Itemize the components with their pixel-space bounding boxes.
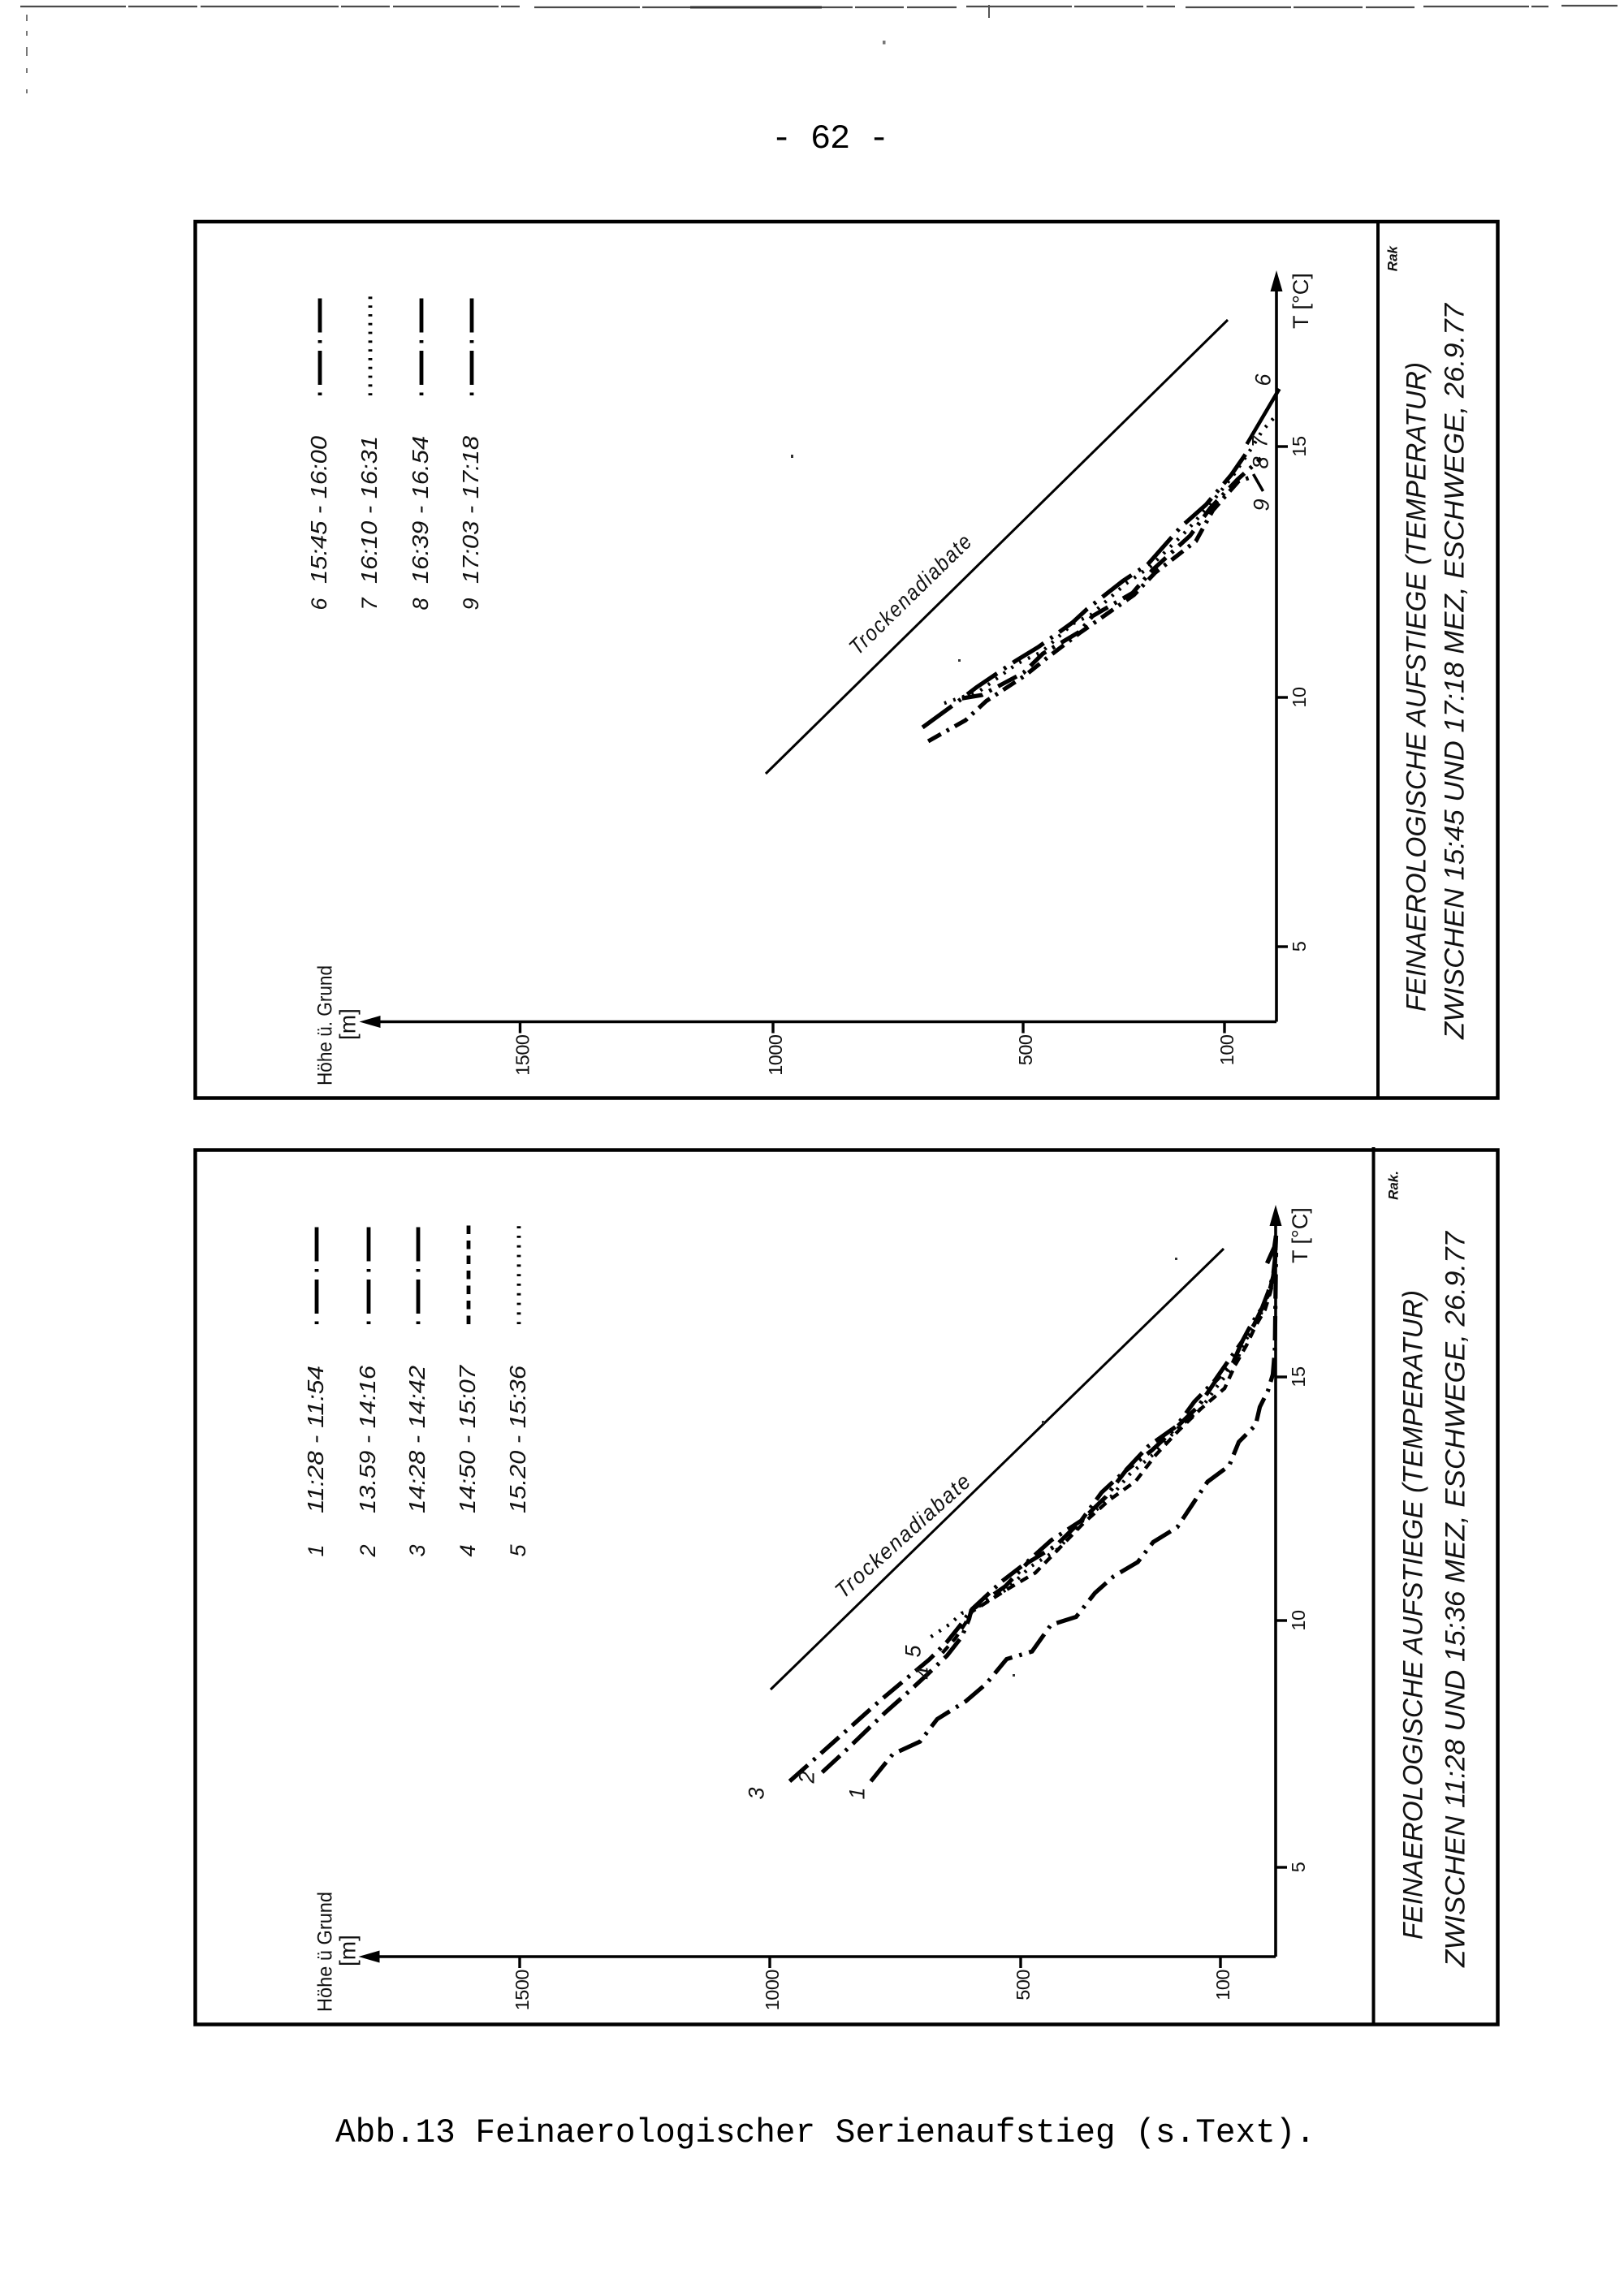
svg-text:16:39 - 16.54: 16:39 - 16.54 (408, 436, 433, 584)
svg-text:3: 3 (405, 1544, 430, 1556)
svg-text:14:28 - 14:42: 14:28 - 14:42 (404, 1366, 430, 1513)
svg-text:11:28 - 11:54: 11:28 - 11:54 (303, 1366, 328, 1513)
svg-text:15.20 - 15:36: 15.20 - 15:36 (505, 1366, 530, 1513)
svg-text:15: 15 (1289, 436, 1310, 457)
svg-text:Höhe ü. Grund: Höhe ü. Grund (314, 965, 337, 1085)
svg-text:13.59 - 14:16: 13.59 - 14:16 (355, 1366, 380, 1513)
svg-text:T [°C]: T [°C] (1288, 1207, 1312, 1263)
svg-text:100: 100 (1212, 1970, 1233, 2000)
svg-text:1500: 1500 (512, 1034, 533, 1076)
svg-text:15: 15 (1288, 1366, 1309, 1388)
svg-text:[m]: [m] (335, 1935, 361, 1966)
svg-text:FEINAEROLOGISCHE AUFSTIEGE (: FEINAEROLOGISCHE AUFSTIEGE (TEMPERATUR) (1398, 1290, 1429, 1940)
svg-text:4: 4 (912, 1667, 936, 1679)
svg-text:5: 5 (1288, 1862, 1309, 1872)
svg-text:- 62 -: - 62 - (771, 119, 888, 158)
svg-text:500: 500 (1013, 1970, 1034, 2000)
svg-text:Abb.13 Feinaerologischer Seri: Abb.13 Feinaerologischer Serienaufstieg … (335, 2113, 1315, 2152)
svg-text:8: 8 (408, 598, 433, 610)
svg-text:8: 8 (1249, 456, 1273, 468)
svg-text:7: 7 (357, 598, 382, 611)
svg-text:Rak: Rak (1385, 244, 1401, 271)
svg-text:Trockenadiabate: Trockenadiabate (844, 529, 978, 659)
svg-text:2: 2 (356, 1544, 380, 1557)
svg-text:17:03 - 17:18: 17:03 - 17:18 (458, 436, 483, 584)
svg-text:6: 6 (1251, 373, 1276, 386)
svg-text:10: 10 (1288, 1610, 1309, 1631)
svg-text:1000: 1000 (762, 1970, 783, 2011)
svg-text:T [°C]: T [°C] (1289, 273, 1313, 329)
svg-text:14:50 - 15:07: 14:50 - 15:07 (455, 1364, 480, 1513)
svg-text:16:10 - 16:31: 16:10 - 16:31 (356, 436, 382, 584)
svg-text:6: 6 (307, 598, 331, 611)
svg-text:100: 100 (1216, 1034, 1237, 1065)
svg-text:1: 1 (845, 1787, 870, 1799)
svg-text:[m]: [m] (335, 1008, 361, 1040)
svg-text:Höhe ü Grund: Höhe ü Grund (314, 1892, 337, 2012)
svg-text:10: 10 (1289, 687, 1310, 708)
svg-text:FEINAEROLOGISCHE AUFSTIEGE (: FEINAEROLOGISCHE AUFSTIEGE (TEMPERATUR) (1402, 362, 1432, 1012)
svg-text:Trockenadiabate: Trockenadiabate (830, 1468, 976, 1603)
svg-text:5: 5 (901, 1645, 926, 1658)
svg-text:Rak.: Rak. (1386, 1171, 1402, 1200)
svg-text:2: 2 (795, 1771, 819, 1784)
svg-text:1000: 1000 (765, 1034, 786, 1076)
svg-text:9: 9 (459, 598, 483, 610)
svg-text:ZWISCHEN 11:28 UND 15:36 MEZ,: ZWISCHEN 11:28 UND 15:36 MEZ, ESCHWEGE, … (1440, 1231, 1471, 1968)
svg-text:15:45 - 16:00: 15:45 - 16:00 (306, 436, 331, 584)
svg-text:1: 1 (304, 1544, 328, 1556)
svg-text:7: 7 (1248, 435, 1272, 448)
svg-text:4: 4 (456, 1544, 480, 1556)
svg-text:3: 3 (745, 1787, 769, 1799)
svg-text:9: 9 (1250, 498, 1274, 511)
svg-text:ZWISCHEN 15:45 UND 17:18 MEZ,: ZWISCHEN 15:45 UND 17:18 MEZ, ESCHWEGE, … (1440, 303, 1471, 1040)
svg-text:1500: 1500 (512, 1970, 533, 2011)
svg-text:500: 500 (1015, 1034, 1036, 1065)
svg-text:5: 5 (506, 1544, 530, 1557)
svg-text:5: 5 (1289, 941, 1310, 952)
